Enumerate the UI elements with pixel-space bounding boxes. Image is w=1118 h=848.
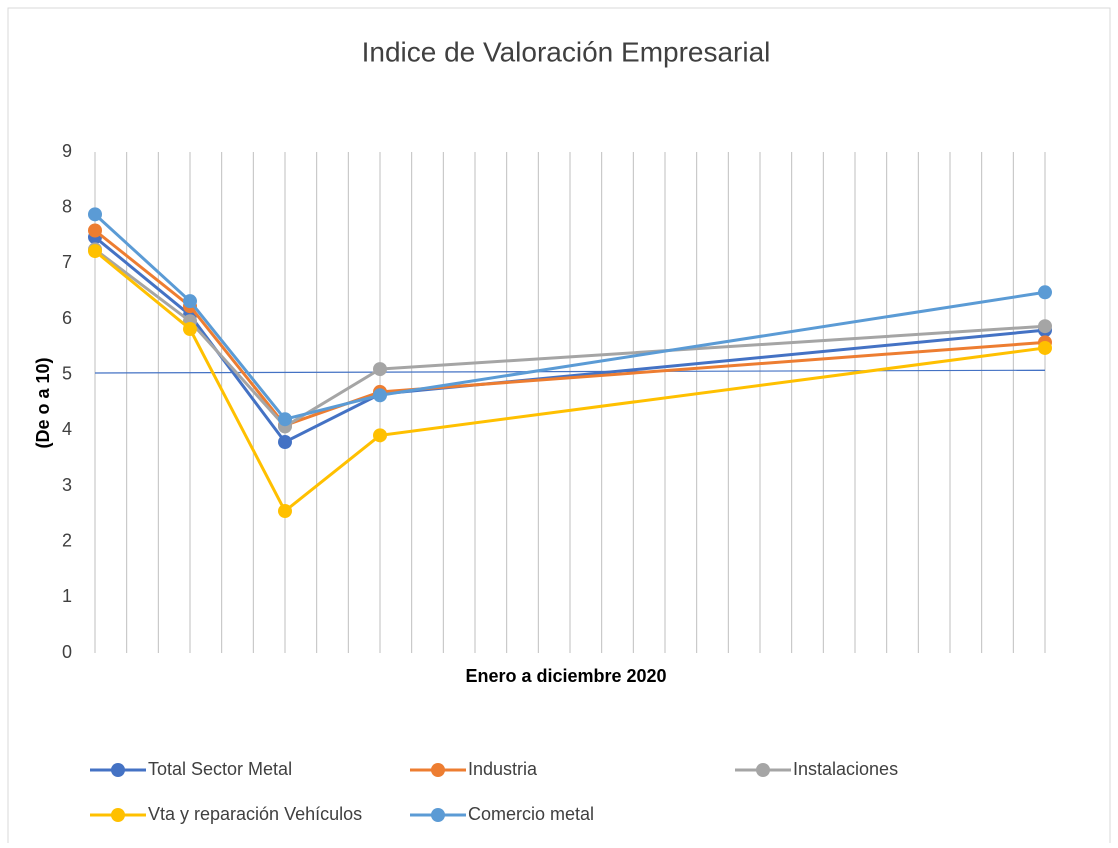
y-tick-label: 8	[62, 196, 72, 216]
chart-title: Indice de Valoración Empresarial	[362, 36, 771, 67]
data-point	[373, 388, 387, 403]
data-point	[88, 207, 102, 222]
y-axis-label: (De o a 10)	[33, 357, 53, 448]
y-tick-label: 5	[62, 363, 72, 383]
data-point	[88, 244, 102, 259]
legend-marker	[111, 763, 125, 777]
data-point	[183, 322, 197, 337]
y-tick-label: 0	[62, 642, 72, 662]
y-tick-label: 6	[62, 308, 72, 328]
legend-label: Vta y reparación Vehículos	[148, 804, 362, 824]
data-point	[278, 435, 292, 450]
data-point	[373, 362, 387, 377]
legend-label: Instalaciones	[793, 759, 898, 779]
y-tick-label: 3	[62, 475, 72, 495]
legend-label: Comercio metal	[468, 804, 594, 824]
y-tick-label: 1	[62, 586, 72, 606]
y-tick-label: 4	[62, 419, 72, 439]
x-axis-label: Enero a diciembre 2020	[465, 666, 666, 686]
legend-marker	[756, 763, 770, 777]
data-point	[278, 412, 292, 427]
data-point	[183, 294, 197, 309]
data-point	[1038, 319, 1052, 334]
legend-label: Total Sector Metal	[148, 759, 292, 779]
data-point	[373, 428, 387, 443]
y-tick-label: 2	[62, 530, 72, 550]
legend-label: Industria	[468, 759, 538, 779]
y-tick-label: 7	[62, 252, 72, 272]
reference-line	[94, 369, 1046, 374]
data-point	[1038, 340, 1052, 355]
data-point	[278, 504, 292, 519]
y-tick-label: 9	[62, 141, 72, 161]
chart-border	[7, 7, 1111, 848]
data-point	[1038, 285, 1052, 300]
legend-marker	[431, 808, 445, 822]
data-point	[88, 223, 102, 238]
legend-marker	[111, 808, 125, 822]
legend-marker	[431, 763, 445, 777]
